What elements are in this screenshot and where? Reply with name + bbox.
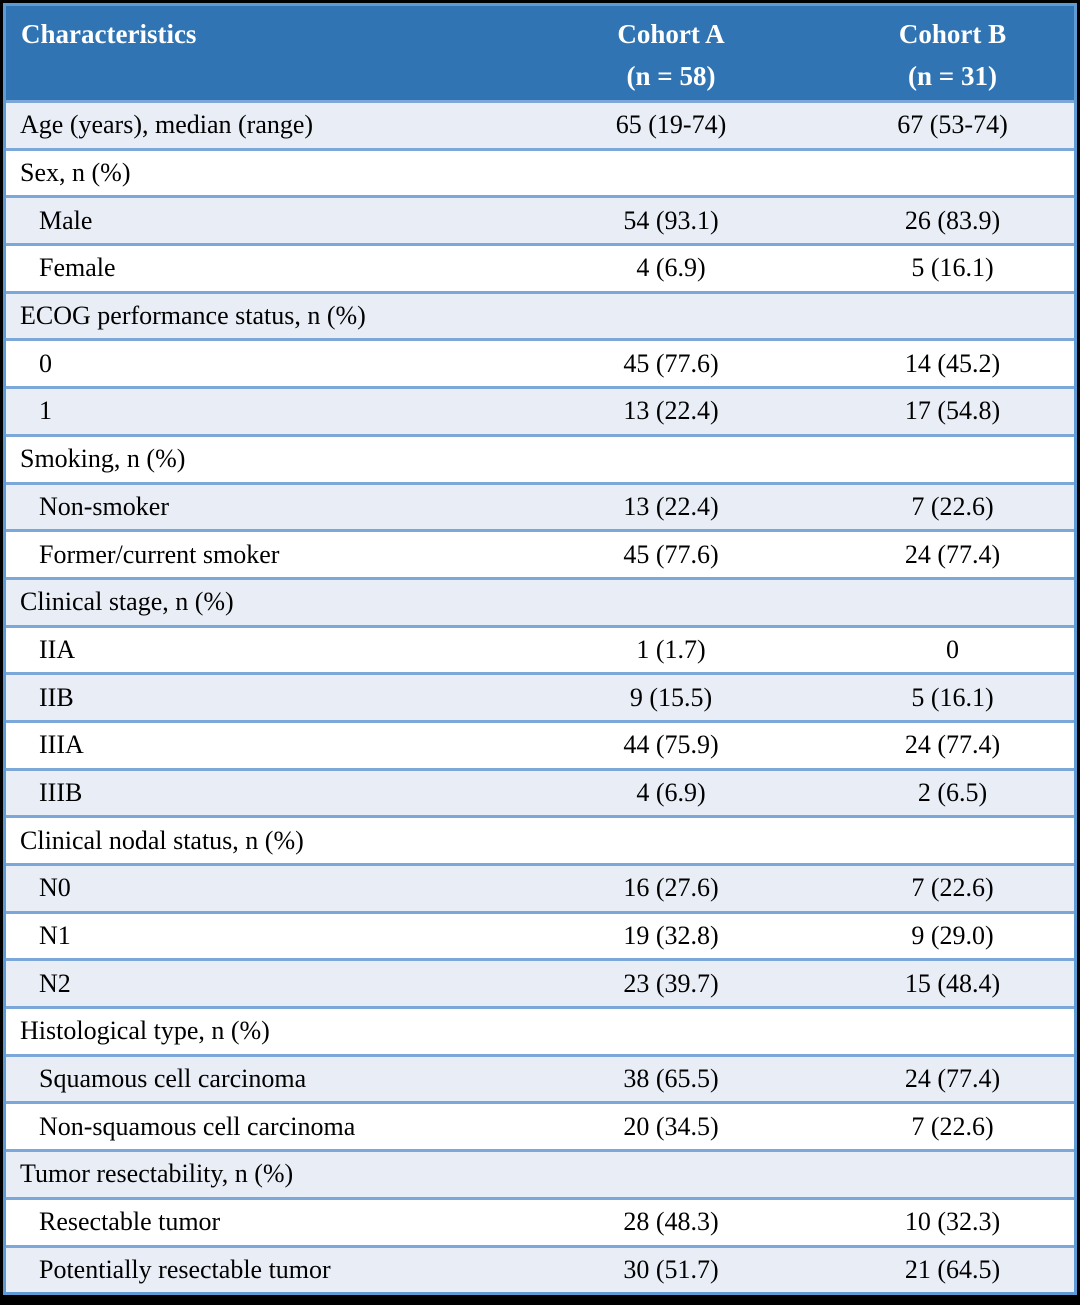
patient-characteristics-table: Characteristics Cohort A (n = 58) Cohort… [3, 3, 1077, 1296]
cohort-b-value: 2 (6.5) [917, 777, 988, 807]
cohort-a-value: 13 (22.4) [623, 396, 719, 426]
table-row-category: Sex, n (%) [6, 147, 1074, 196]
cohort-b-value: 5 (16.1) [911, 253, 994, 283]
table-row-subitem: Potentially resectable tumor 30 (51.7) 21 … [6, 1244, 1074, 1293]
table-row-subitem: IIIB 4 (6.9) 2 (6.5) [6, 767, 1074, 816]
table-row-category: Clinical nodal status, n (%) [6, 815, 1074, 863]
cohort-b-value: 5 (16.1) [911, 682, 994, 712]
cohort-a-value: 45 (77.6) [623, 348, 719, 378]
table-row-category: Age (years), median (range) 65 (19-74) 67 … [6, 100, 1074, 148]
cohort-a-value: 19 (32.8) [623, 921, 719, 951]
cohort-a-value: 4 (6.9) [636, 253, 706, 283]
cohort-b-value: 24 (77.4) [904, 730, 1001, 760]
column-header-cohort-b: Cohort B (n = 31) [831, 6, 1074, 100]
table-row-subitem: Resectable tumor 28 (48.3) 10 (32.3) [6, 1196, 1074, 1245]
table-row-subitem: 0 45 (77.6) 14 (45.2) [6, 338, 1074, 387]
cohort-b-value: 0 [946, 634, 959, 664]
table-body: Age (years), median (range) 65 (19-74) 67 … [6, 100, 1074, 1293]
cohort-b-value: 15 (48.4) [904, 968, 1001, 998]
row-label: N1 [39, 921, 71, 951]
table-row-category: Clinical stage, n (%) [6, 576, 1074, 625]
cohort-b-value: 9 (29.0) [911, 921, 994, 951]
cohort-a-value: 28 (48.3) [623, 1207, 719, 1237]
cohort-b-value: 67 (53-74) [897, 110, 1008, 140]
cohort-b-value: 7 (22.6) [911, 873, 994, 903]
row-label: Non-smoker [39, 491, 169, 521]
table-row-subitem: N2 23 (39.7) 15 (48.4) [6, 958, 1074, 1007]
row-label: N2 [39, 968, 71, 998]
cohort-b-value: 26 (83.9) [904, 205, 1001, 235]
cohort-b-value: 7 (22.6) [911, 491, 994, 521]
table-header-row: Characteristics Cohort A (n = 58) Cohort… [6, 6, 1074, 100]
row-label: Clinical stage, n (%) [20, 587, 234, 617]
row-label: Non-squamous cell carcinoma [39, 1111, 356, 1141]
table-row-category: ECOG performance status, n (%) [6, 290, 1074, 339]
row-label: Histological type, n (%) [20, 1016, 270, 1046]
table-row-subitem: Male 54 (93.1) 26 (83.9) [6, 195, 1074, 244]
cohort-b-value: 17 (54.8) [904, 396, 1001, 426]
row-label: Resectable tumor [39, 1207, 221, 1237]
row-label: Male [39, 205, 93, 235]
cohort-a-value: 30 (51.7) [623, 1254, 719, 1284]
table-row-subitem: N0 16 (27.6) 7 (22.6) [6, 863, 1074, 911]
column-subtitle: (n = 31) [908, 61, 997, 91]
row-label: Tumor resectability, n (%) [20, 1159, 294, 1189]
table-row-subitem: Squamous cell carcinoma 38 (65.5) 24 (77.4… [6, 1053, 1074, 1102]
cohort-b-value: 24 (77.4) [904, 1064, 1001, 1094]
cohort-a-value: 4 (6.9) [636, 777, 706, 807]
cohort-a-value: 1 (1.7) [636, 634, 706, 664]
row-label: 0 [39, 348, 52, 378]
column-title: Cohort A [617, 19, 725, 49]
table-row-subitem: IIA 1 (1.7) 0 [6, 624, 1074, 673]
row-label: IIIA [39, 730, 84, 760]
table-row-subitem: IIIA 44 (75.9) 24 (77.4) [6, 719, 1074, 768]
cohort-a-value: 44 (75.9) [623, 730, 719, 760]
table-row-subitem: 1 13 (22.4) 17 (54.8) [6, 386, 1074, 434]
column-header-characteristics: Characteristics [6, 6, 511, 100]
row-label: Potentially resectable tumor [39, 1254, 331, 1284]
row-label: N0 [39, 873, 71, 903]
row-label: Former/current smoker [39, 539, 280, 569]
row-label: Female [39, 253, 116, 283]
cohort-a-value: 38 (65.5) [623, 1064, 719, 1094]
row-label: Smoking, n (%) [20, 444, 186, 474]
cohort-a-value: 54 (93.1) [623, 205, 719, 235]
cohort-a-value: 13 (22.4) [623, 491, 719, 521]
cohort-a-value: 16 (27.6) [623, 873, 719, 903]
cohort-b-value: 7 (22.6) [911, 1111, 994, 1141]
cohort-b-value: 10 (32.3) [904, 1207, 1001, 1237]
column-header-cohort-a: Cohort A (n = 58) [511, 6, 831, 100]
row-label: IIA [39, 634, 76, 664]
table-row-subitem: IIB 9 (15.5) 5 (16.1) [6, 672, 1074, 720]
row-label: IIB [39, 682, 74, 712]
row-label: 1 [39, 396, 52, 426]
column-subtitle: (n = 58) [626, 61, 716, 91]
column-title: Characteristics [21, 19, 197, 49]
column-title: Cohort B [898, 19, 1007, 49]
table-row-category: Tumor resectability, n (%) [6, 1149, 1074, 1197]
row-label: Squamous cell carcinoma [39, 1064, 307, 1094]
table-row-subitem: N1 19 (32.8) 9 (29.0) [6, 910, 1074, 959]
cohort-b-value: 21 (64.5) [904, 1254, 1001, 1284]
cohort-a-value: 9 (15.5) [629, 682, 713, 712]
table-row-category: Smoking, n (%) [6, 433, 1074, 482]
cohort-b-value: 24 (77.4) [904, 539, 1001, 569]
table-row-subitem: Non-squamous cell carcinoma 20 (34.5) 7 (2… [6, 1101, 1074, 1150]
cohort-a-value: 23 (39.7) [623, 968, 719, 998]
row-label: Sex, n (%) [20, 158, 131, 188]
cohort-a-value: 20 (34.5) [623, 1111, 719, 1141]
cohort-a-value: 45 (77.6) [623, 539, 719, 569]
row-label: Age (years), median (range) [20, 110, 314, 140]
cohort-b-value: 14 (45.2) [904, 348, 1001, 378]
row-label: ECOG performance status, n (%) [20, 301, 366, 331]
row-label: IIIB [39, 777, 83, 807]
table-row-category: Histological type, n (%) [6, 1006, 1074, 1054]
table-row-subitem: Female 4 (6.9) 5 (16.1) [6, 243, 1074, 291]
row-label: Clinical nodal status, n (%) [20, 825, 304, 855]
table-row-subitem: Non-smoker 13 (22.4) 7 (22.6) [6, 481, 1074, 530]
table-row-subitem: Former/current smoker 45 (77.6) 24 (77.4) [6, 529, 1074, 577]
cohort-a-value: 65 (19-74) [615, 110, 727, 140]
